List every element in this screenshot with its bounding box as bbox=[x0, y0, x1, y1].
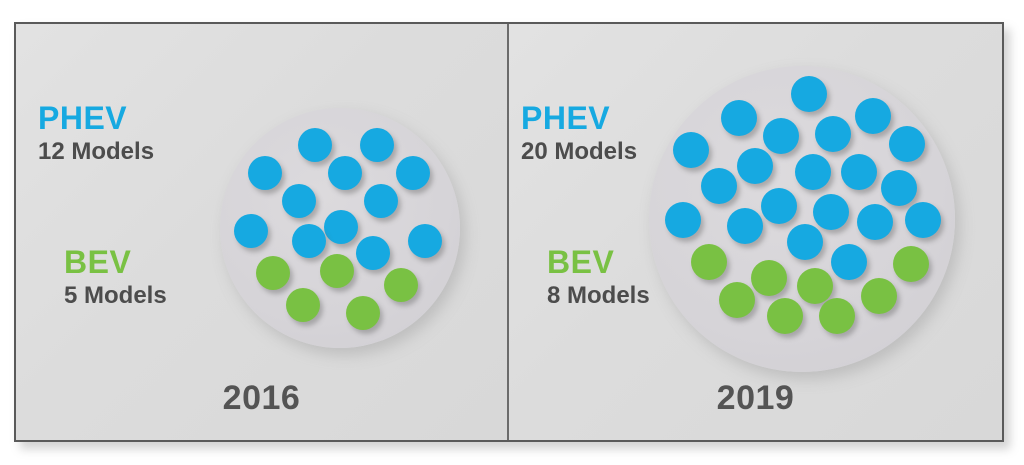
legend-phev-2019: PHEV 20 Models bbox=[521, 100, 638, 166]
model-dot-phev bbox=[356, 236, 390, 270]
model-dot-phev bbox=[727, 208, 763, 244]
model-dot-phev bbox=[282, 184, 316, 218]
legend-phev-2016: PHEV 12 Models bbox=[38, 100, 155, 166]
year-label-2016: 2016 bbox=[222, 379, 301, 417]
model-dot-bev bbox=[767, 298, 803, 334]
model-dot-phev bbox=[673, 132, 709, 168]
model-dot-phev bbox=[905, 202, 941, 238]
model-dot-phev bbox=[813, 194, 849, 230]
model-dot-phev bbox=[761, 188, 797, 224]
legend-bev-label: BEV bbox=[64, 244, 132, 280]
model-dot-phev bbox=[721, 100, 757, 136]
model-dot-bev bbox=[751, 260, 787, 296]
model-dot-phev bbox=[791, 76, 827, 112]
legend-bev-2016: BEV 5 Models bbox=[64, 244, 167, 310]
model-dot-bev bbox=[719, 282, 755, 318]
model-dot-phev bbox=[815, 116, 851, 152]
model-dot-phev bbox=[763, 118, 799, 154]
legend-phev-count: 12 Models bbox=[38, 137, 155, 165]
model-dot-phev bbox=[364, 184, 398, 218]
dot-cluster-2016 bbox=[220, 108, 460, 348]
model-dot-phev bbox=[248, 156, 282, 190]
year-label-2019: 2019 bbox=[716, 379, 795, 417]
model-dot-phev bbox=[234, 214, 268, 248]
model-dot-phev bbox=[360, 128, 394, 162]
model-dot-bev bbox=[797, 268, 833, 304]
model-dot-phev bbox=[881, 170, 917, 206]
model-dot-bev bbox=[861, 278, 897, 314]
model-dot-bev bbox=[346, 296, 380, 330]
model-dot-bev bbox=[286, 288, 320, 322]
model-dot-phev bbox=[298, 128, 332, 162]
model-dot-phev bbox=[665, 202, 701, 238]
model-dot-phev bbox=[889, 126, 925, 162]
model-dot-bev bbox=[256, 256, 290, 290]
legend-phev-label: PHEV bbox=[38, 100, 128, 136]
model-dot-bev bbox=[320, 254, 354, 288]
model-dot-phev bbox=[795, 154, 831, 190]
model-dot-bev bbox=[691, 244, 727, 280]
legend-bev-2019: BEV 8 Models bbox=[547, 244, 650, 310]
legend-bev-label: BEV bbox=[547, 244, 615, 280]
legend-bev-count: 8 Models bbox=[547, 281, 650, 309]
model-dot-phev bbox=[855, 98, 891, 134]
model-dot-phev bbox=[857, 204, 893, 240]
panel-container: PHEV 12 Models BEV 5 Models 2016 PHEV 20… bbox=[14, 22, 1004, 442]
model-dot-phev bbox=[324, 210, 358, 244]
legend-phev-count: 20 Models bbox=[521, 137, 638, 165]
model-dot-phev bbox=[408, 224, 442, 258]
model-dot-phev bbox=[737, 148, 773, 184]
model-dot-phev bbox=[787, 224, 823, 260]
model-dot-phev bbox=[831, 244, 867, 280]
legend-phev-label: PHEV bbox=[521, 100, 611, 136]
model-dot-bev bbox=[384, 268, 418, 302]
panel-2016: PHEV 12 Models BEV 5 Models 2016 bbox=[16, 24, 509, 440]
model-dot-bev bbox=[819, 298, 855, 334]
model-dot-phev bbox=[328, 156, 362, 190]
dot-cluster-2019 bbox=[649, 66, 955, 372]
model-dot-phev bbox=[701, 168, 737, 204]
model-dot-phev bbox=[841, 154, 877, 190]
legend-bev-count: 5 Models bbox=[64, 281, 167, 309]
model-dot-phev bbox=[292, 224, 326, 258]
model-dot-phev bbox=[396, 156, 430, 190]
panel-2019: PHEV 20 Models BEV 8 Models 2019 bbox=[509, 24, 1002, 440]
model-dot-bev bbox=[893, 246, 929, 282]
